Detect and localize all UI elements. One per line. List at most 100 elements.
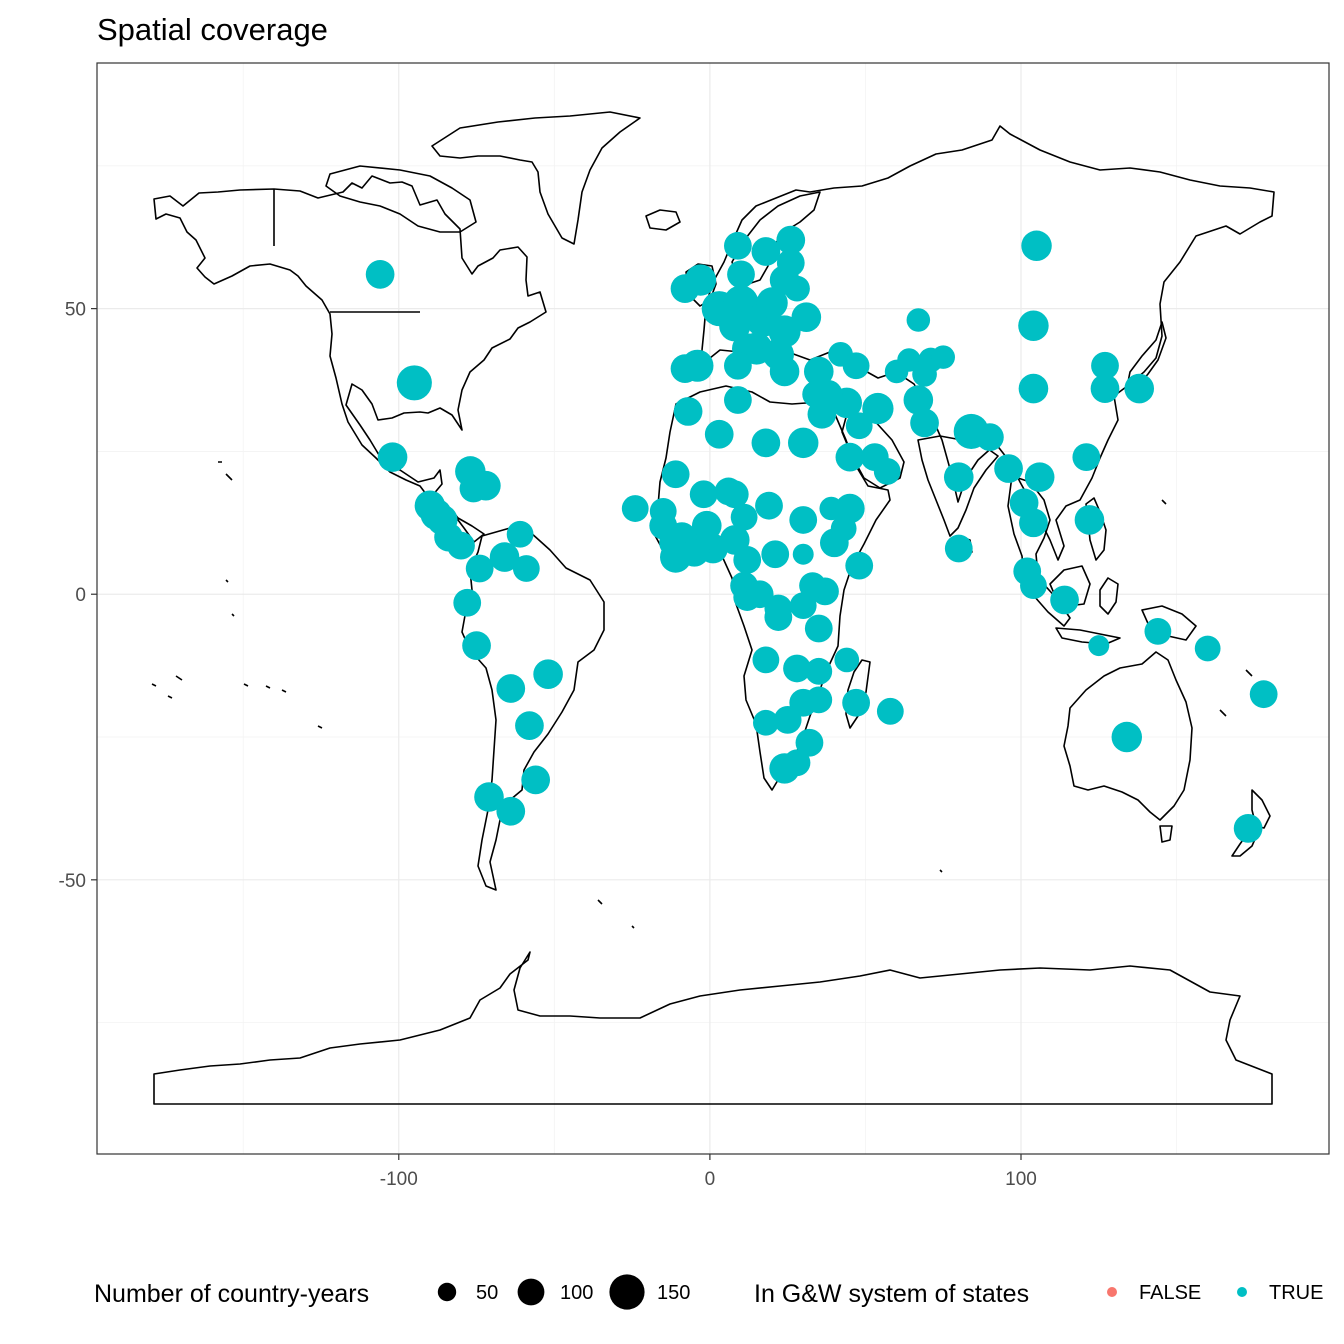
axes: -100 0 100 -50 0 50 bbox=[59, 300, 1037, 1190]
country-point bbox=[396, 365, 432, 401]
country-point bbox=[1050, 585, 1079, 615]
country-point bbox=[704, 419, 734, 449]
country-point bbox=[752, 646, 780, 674]
country-point bbox=[512, 555, 540, 582]
country-point bbox=[756, 287, 788, 319]
country-point bbox=[1249, 680, 1278, 709]
country-point bbox=[792, 543, 814, 565]
country-point bbox=[804, 614, 833, 643]
country-point bbox=[521, 765, 551, 795]
madagascar-outline bbox=[845, 659, 871, 729]
country-point bbox=[783, 654, 811, 683]
country-point bbox=[751, 237, 781, 266]
country-point bbox=[873, 458, 901, 485]
country-point bbox=[753, 709, 779, 736]
color-legend-label: TRUE bbox=[1269, 1282, 1323, 1304]
country-point bbox=[684, 264, 717, 296]
country-point bbox=[845, 412, 873, 440]
country-point bbox=[714, 477, 743, 506]
country-point bbox=[1018, 373, 1049, 404]
grid-lines bbox=[97, 63, 1329, 1154]
country-point bbox=[689, 480, 718, 509]
country-point bbox=[943, 462, 974, 492]
country-point bbox=[903, 385, 934, 415]
country-point bbox=[791, 302, 822, 332]
small-islands bbox=[151, 461, 1253, 929]
country-point bbox=[462, 631, 491, 660]
country-point bbox=[1233, 814, 1263, 843]
country-point bbox=[1019, 508, 1048, 538]
color-legend-key bbox=[1107, 1287, 1117, 1297]
country-point bbox=[673, 397, 703, 426]
country-point bbox=[515, 711, 544, 740]
color-legend-keys: FALSE TRUE bbox=[1107, 1282, 1323, 1304]
country-point bbox=[489, 542, 520, 572]
country-point bbox=[789, 506, 818, 534]
country-point bbox=[931, 345, 955, 369]
country-point bbox=[724, 351, 752, 380]
country-point bbox=[761, 540, 790, 569]
country-point bbox=[661, 460, 690, 489]
country-point bbox=[799, 572, 826, 600]
country-point bbox=[789, 592, 817, 620]
size-legend-label: 50 bbox=[476, 1282, 498, 1304]
country-point bbox=[1144, 617, 1172, 645]
country-point bbox=[755, 491, 783, 520]
country-point bbox=[805, 657, 833, 685]
country-point bbox=[1072, 443, 1101, 472]
x-tick-label: 0 bbox=[705, 1169, 716, 1190]
country-point bbox=[1124, 373, 1155, 404]
y-tick-label: -50 bbox=[59, 871, 86, 892]
country-point bbox=[533, 659, 563, 689]
country-point bbox=[724, 386, 752, 414]
x-tick-label: 100 bbox=[1005, 1169, 1037, 1190]
data-points bbox=[365, 225, 1278, 843]
country-point bbox=[776, 249, 805, 277]
country-point bbox=[906, 308, 931, 332]
country-point bbox=[842, 352, 870, 380]
country-point bbox=[730, 503, 758, 531]
country-point bbox=[365, 259, 395, 289]
color-legend-key bbox=[1237, 1287, 1247, 1297]
y-tick-label: 0 bbox=[75, 585, 86, 606]
country-point bbox=[776, 225, 806, 255]
size-legend-label: 150 bbox=[657, 1282, 690, 1304]
country-point bbox=[842, 688, 870, 717]
country-point bbox=[1088, 635, 1110, 657]
y-tick-label: 50 bbox=[65, 300, 86, 321]
country-point bbox=[1024, 462, 1055, 492]
country-point bbox=[496, 796, 526, 826]
country-point bbox=[795, 728, 824, 757]
country-point bbox=[994, 454, 1023, 483]
world-coastlines bbox=[151, 111, 1275, 1105]
country-point bbox=[474, 782, 504, 812]
size-legend-key bbox=[517, 1278, 545, 1306]
greenland-outline bbox=[431, 111, 641, 245]
country-point bbox=[835, 442, 865, 472]
south-america-outline bbox=[461, 527, 605, 891]
country-point bbox=[912, 361, 937, 387]
country-point bbox=[764, 603, 793, 631]
size-legend-title: Number of country-years bbox=[94, 1280, 369, 1308]
north-america-outline bbox=[153, 175, 547, 543]
size-legend-keys: 50 100 150 bbox=[437, 1274, 690, 1310]
color-legend-title: In G&W system of states bbox=[754, 1280, 1029, 1308]
country-point bbox=[835, 493, 865, 524]
country-point bbox=[1020, 572, 1047, 600]
country-point bbox=[727, 260, 755, 289]
country-point bbox=[1091, 351, 1119, 380]
canada-alaska-border bbox=[273, 189, 420, 313]
x-tick-label: -100 bbox=[380, 1169, 418, 1190]
country-point bbox=[453, 588, 482, 617]
tasmania-outline bbox=[1159, 825, 1173, 843]
indonesia-outline bbox=[1021, 565, 1197, 645]
country-point bbox=[787, 427, 819, 459]
country-point bbox=[496, 674, 526, 703]
panel-border bbox=[96, 62, 1330, 1155]
country-point bbox=[621, 495, 649, 522]
country-point bbox=[377, 442, 408, 472]
country-point bbox=[751, 428, 781, 458]
country-point bbox=[724, 231, 752, 260]
